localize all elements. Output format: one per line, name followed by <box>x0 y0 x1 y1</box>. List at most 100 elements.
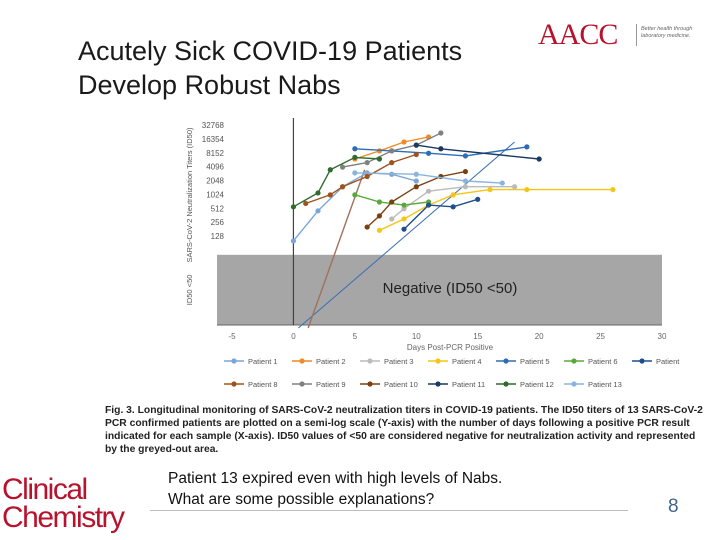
data-point-patient-13 <box>413 171 419 177</box>
legend-entry: Patient 10 <box>384 380 418 389</box>
data-point-patient-4 <box>450 192 456 198</box>
data-point-patient-8 <box>303 200 309 207</box>
data-point-patient-1 <box>413 178 419 184</box>
question-line1: Patient 13 expired even with high levels… <box>168 470 503 487</box>
legend-swatch-marker <box>435 358 441 364</box>
data-point-patient-1 <box>290 238 297 244</box>
x-axis-label: Days Post-PCR Positive <box>407 343 494 352</box>
legend-entry: Patient 9 <box>316 380 346 389</box>
legend-entry: Patient 6 <box>588 357 618 366</box>
data-point-patient-9 <box>364 160 370 166</box>
legend-swatch-marker <box>231 358 237 364</box>
data-point-patient-12 <box>290 204 297 210</box>
data-point-patient-5 <box>425 150 432 156</box>
data-point-patient-13 <box>462 178 469 184</box>
data-point-patient-9 <box>438 130 444 136</box>
legend-swatch-marker <box>571 358 577 364</box>
discussion-question: Patient 13 expired even with high levels… <box>168 468 598 510</box>
data-point-patient-4 <box>401 216 407 222</box>
series-line-patient-4 <box>379 188 613 231</box>
data-point-patient-7 <box>401 226 407 232</box>
x-tick-label: 0 <box>291 332 296 341</box>
data-point-patient-3 <box>401 206 407 212</box>
neutralization-chart: Negative (ID50 <50) -5 0 5 10 15 20 25 30 Days Po… <box>180 116 680 398</box>
series-line-patient-7 <box>403 198 478 230</box>
data-point-patient-8 <box>364 173 370 180</box>
data-point-patient-4 <box>487 186 493 193</box>
data-point-patient-6 <box>376 199 383 205</box>
data-point-patient-13 <box>499 180 505 186</box>
data-point-patient-3 <box>511 184 518 190</box>
clinical-chemistry-logo: Clinical Chemistry <box>2 475 152 538</box>
x-tick-label: 5 <box>353 332 358 341</box>
x-tick-label: 30 <box>658 332 667 341</box>
legend-entry: Patient 2 <box>316 357 346 366</box>
data-point-patient-5 <box>524 144 530 150</box>
data-point-patient-5 <box>352 146 358 152</box>
data-point-patient-12 <box>327 167 333 173</box>
aacc-logo-text: AACC <box>538 18 618 51</box>
y-axis-label: SARS-CoV-2 Neutralization Titers (ID50) <box>185 127 194 263</box>
data-point-patient-8 <box>413 151 419 158</box>
y-tick-label: 512 <box>211 204 225 213</box>
data-point-patient-4 <box>524 186 530 193</box>
clinical-chemistry-logo-line2: Chemistry <box>2 501 125 534</box>
data-point-patient-3 <box>462 184 469 190</box>
data-point-patient-8 <box>339 184 346 190</box>
series-line-patient-13 <box>354 172 503 184</box>
series-line-patient-10 <box>366 170 466 228</box>
question-line2: What are some possible explanations? <box>168 491 435 508</box>
series-line-patient-3 <box>391 185 515 220</box>
data-point-patient-10 <box>413 184 419 190</box>
data-point-patient-12 <box>352 154 358 160</box>
legend-entry: Patient 8 <box>248 380 278 389</box>
legend-swatch-marker <box>571 381 577 387</box>
legend-entry: Patient 4 <box>452 357 482 366</box>
data-point-patient-8 <box>327 192 333 198</box>
x-tick-label: 25 <box>596 332 605 341</box>
data-point-patient-7 <box>450 204 456 210</box>
footer-rule <box>150 510 628 511</box>
data-point-patient-12 <box>315 190 321 196</box>
data-point-patient-11 <box>413 142 419 148</box>
data-point-patient-10 <box>389 199 395 205</box>
data-point-patient-4 <box>376 227 383 233</box>
figure-caption: Fig. 3. Longitudinal monitoring of SARS-… <box>105 405 703 455</box>
negative-region-label: Negative (ID50 <50) <box>383 280 518 297</box>
data-point-patient-11 <box>438 146 444 152</box>
data-point-patient-6 <box>401 202 407 208</box>
y-tick-label: 256 <box>211 218 225 227</box>
x-tick-label: 20 <box>535 332 544 341</box>
y-tick-label: 4096 <box>206 163 224 172</box>
data-point-patient-13 <box>352 170 358 176</box>
data-point-patient-6 <box>352 192 358 198</box>
y-tick-label: 1024 <box>206 190 224 199</box>
x-tick-label: 15 <box>473 332 482 341</box>
data-point-patient-3 <box>389 216 395 222</box>
series-line-patient-8 <box>305 153 417 205</box>
legend-entry: Patient 13 <box>588 380 622 389</box>
series-line-patient-2 <box>354 136 429 160</box>
x-tick-label: 10 <box>412 332 421 341</box>
legend-swatch-marker <box>503 381 509 387</box>
aacc-logo: AACC Better health through laboratory me… <box>538 18 698 52</box>
legend-entry: Patient 11 <box>452 380 485 389</box>
data-point-patient-7 <box>425 202 432 208</box>
data-point-patient-10 <box>364 224 370 230</box>
legend-swatch-marker <box>503 358 509 364</box>
data-point-patient-12 <box>376 156 383 162</box>
data-point-patient-11 <box>536 156 542 162</box>
legend-entry: Patient 3 <box>384 357 414 366</box>
data-point-patient-9 <box>339 164 346 170</box>
data-point-patient-10 <box>376 213 383 219</box>
data-point-patient-10 <box>462 168 469 175</box>
data-point-patient-3 <box>425 188 432 194</box>
legend-swatch-marker <box>299 358 305 364</box>
data-point-patient-1 <box>315 208 321 214</box>
y-tick-label: 2048 <box>206 177 224 186</box>
legend-swatch-marker <box>367 381 373 387</box>
x-tick-label: -5 <box>228 332 236 341</box>
y-tick-label: 128 <box>211 232 225 241</box>
y-tick-label: 8152 <box>206 149 224 158</box>
series-line-patient-1 <box>292 172 417 242</box>
